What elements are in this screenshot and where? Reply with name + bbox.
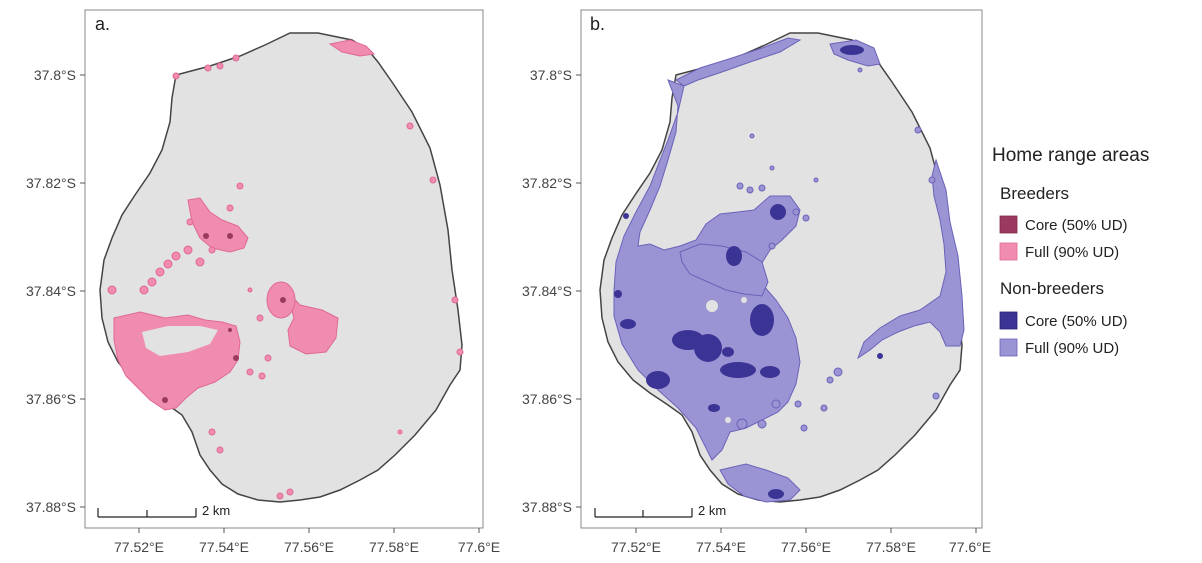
panel-b-tag: b.: [590, 14, 605, 34]
breeder-holes: [142, 326, 218, 356]
panel-b-xtick-label: 77.54°E: [696, 539, 746, 555]
legend-title: Home range areas: [992, 145, 1149, 166]
panel-a-ytick-label: 37.88°S: [26, 499, 76, 515]
legend-swatch-breeder-full: [999, 242, 1018, 261]
panel-a-x-axis: 77.52°E 77.54°E 77.56°E 77.58°E 77.6°E: [114, 528, 500, 555]
panel-a-xtick-label: 77.6°E: [458, 539, 500, 555]
panel-a-y-axis: 37.8°S 37.82°S 37.84°S 37.86°S 37.88°S: [26, 67, 85, 515]
panel-b-ytick-label: 37.8°S: [530, 67, 572, 83]
panel-b-x-axis: 77.52°E 77.54°E 77.56°E 77.58°E 77.6°E: [611, 528, 991, 555]
legend-swatch-nonbreeder-full: [999, 338, 1018, 357]
legend-item-label: Full (90% UD): [1025, 244, 1119, 261]
panel-a-xtick-label: 77.56°E: [284, 539, 334, 555]
legend-item-label: Core (50% UD): [1025, 313, 1128, 330]
legend: Home range areas Breeders Core (50% UD) …: [992, 145, 1149, 357]
panel-a-xtick-label: 77.54°E: [199, 539, 249, 555]
panel-b-ytick-label: 37.86°S: [522, 391, 572, 407]
panel-a-ytick-label: 37.8°S: [34, 67, 76, 83]
legend-group-nonbreeders: Non-breeders: [1000, 279, 1104, 298]
panel-a-xtick-label: 77.58°E: [369, 539, 419, 555]
panel-a-scale-bar: [97, 508, 197, 518]
panel-a-ytick-label: 37.86°S: [26, 391, 76, 407]
legend-item-label: Core (50% UD): [1025, 217, 1128, 234]
panel-b-scale-bar: [594, 508, 693, 518]
legend-swatch-nonbreeder-core: [999, 311, 1018, 330]
panel-b-ytick-label: 37.88°S: [522, 499, 572, 515]
map-panel-a: a.: [26, 9, 500, 555]
legend-item-label: Full (90% UD): [1025, 340, 1119, 357]
legend-swatch-breeder-core: [999, 215, 1018, 234]
nonbreeder-holes: [706, 297, 747, 423]
panel-a-xtick-label: 77.52°E: [114, 539, 164, 555]
panel-b-ytick-label: 37.82°S: [522, 175, 572, 191]
panel-a-ytick-label: 37.84°S: [26, 283, 76, 299]
panel-b-xtick-label: 77.58°E: [866, 539, 916, 555]
panel-b-scale-label: 2 km: [698, 503, 726, 518]
map-panel-b: b.: [522, 9, 991, 555]
panel-b-y-axis: 37.8°S 37.82°S 37.84°S 37.86°S 37.88°S: [522, 67, 581, 515]
panel-a-tag: a.: [95, 14, 110, 34]
panel-b-xtick-label: 77.6°E: [949, 539, 991, 555]
panel-b-xtick-label: 77.52°E: [611, 539, 661, 555]
legend-group-breeders: Breeders: [1000, 184, 1069, 203]
panel-a-ytick-label: 37.82°S: [26, 175, 76, 191]
breeder-core-ud-areas: [162, 233, 286, 403]
panel-a-scale-label: 2 km: [202, 503, 230, 518]
panel-b-xtick-label: 77.56°E: [781, 539, 831, 555]
nonbreeder-core-ud-areas: [614, 45, 883, 499]
panel-b-ytick-label: 37.84°S: [522, 283, 572, 299]
